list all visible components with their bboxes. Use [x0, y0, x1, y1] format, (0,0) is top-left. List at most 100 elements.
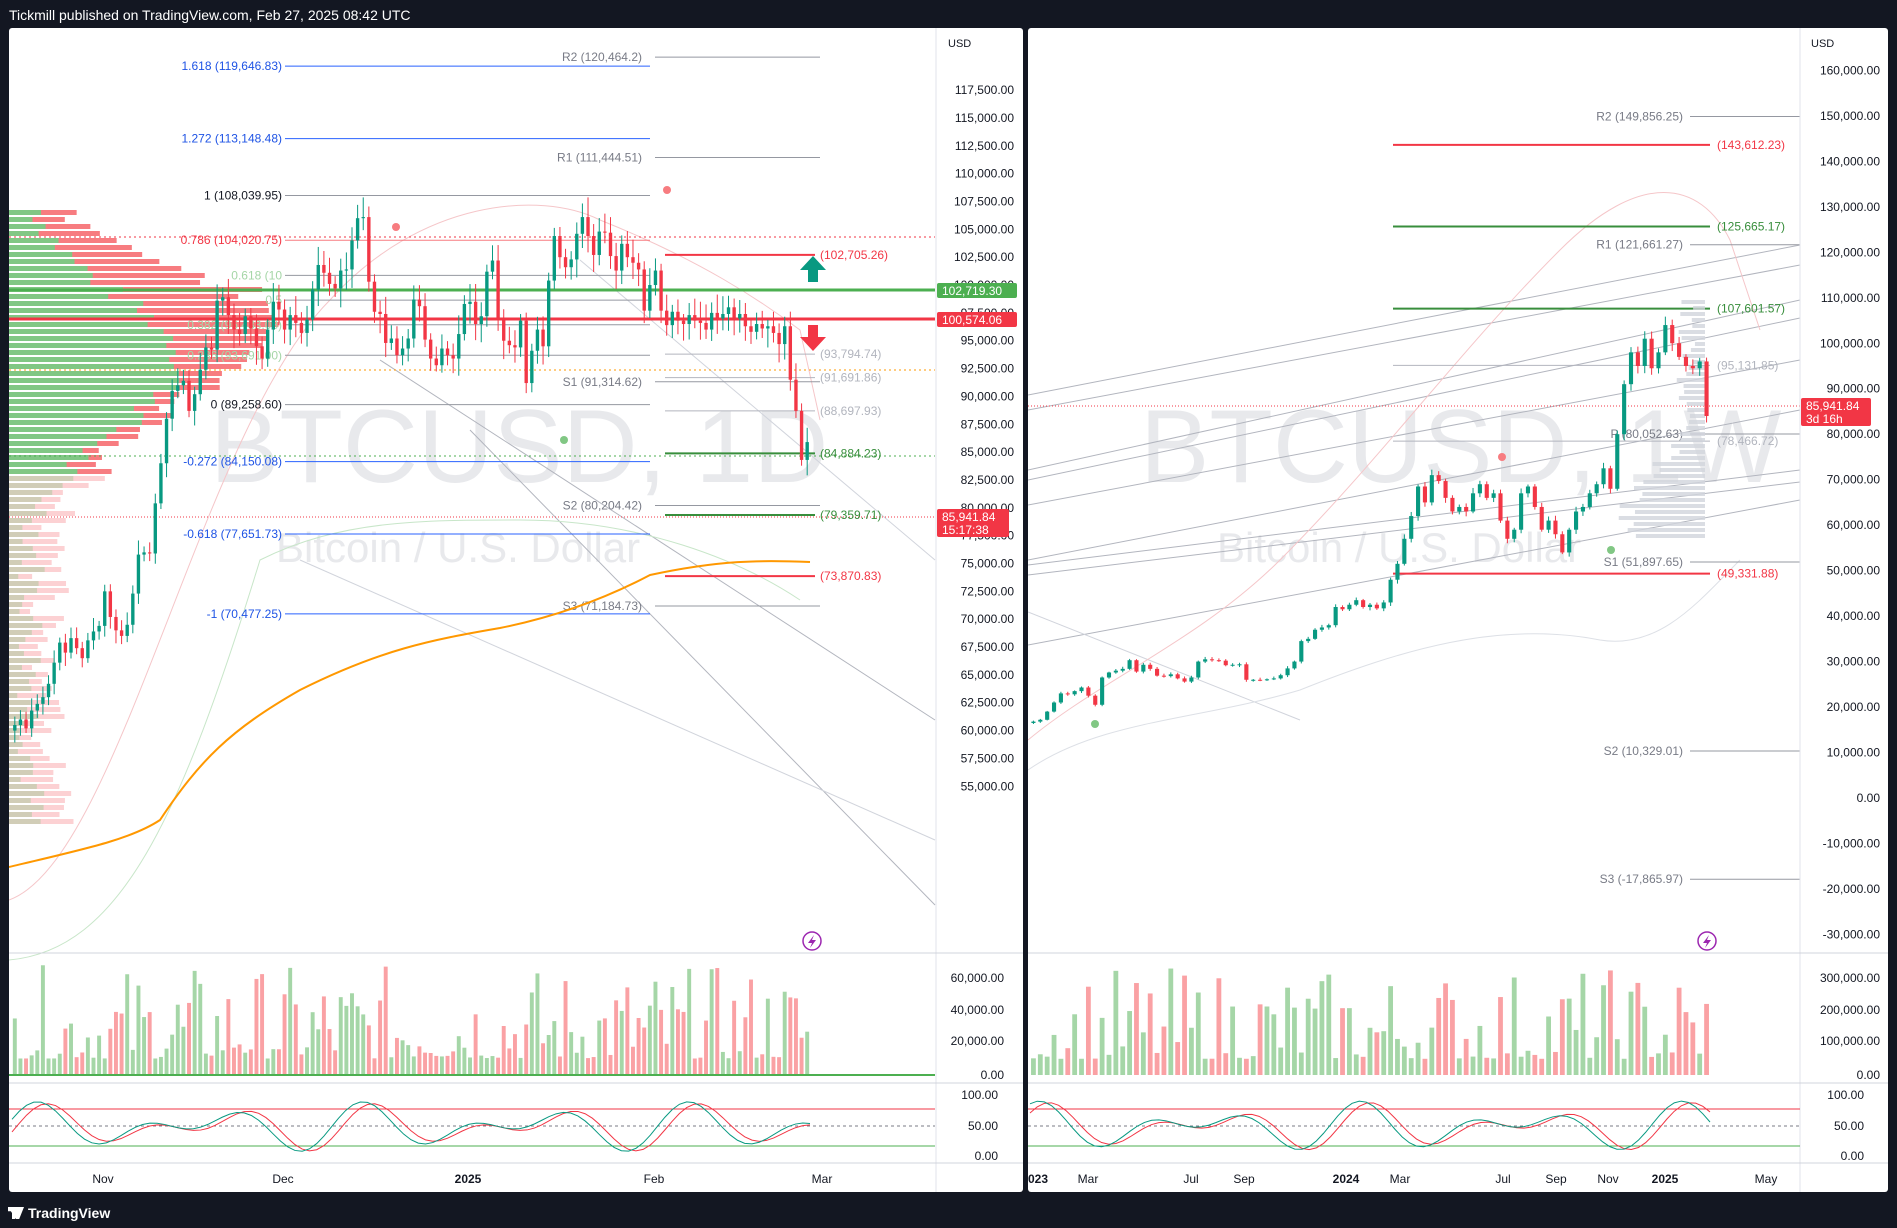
volume-profile-sell — [9, 714, 65, 719]
time-axis-label: Nov — [1597, 1172, 1618, 1186]
lightning-icon[interactable] — [1697, 931, 1717, 951]
fib-level-label: 1.618 (119,646.83) — [181, 59, 282, 73]
candle-body — [1484, 484, 1489, 498]
candle-body — [563, 257, 568, 268]
candle-body — [1574, 511, 1579, 530]
volume-bar — [1456, 1058, 1462, 1075]
currency-label: USD — [948, 38, 971, 50]
volume-bar — [1566, 998, 1572, 1075]
volume-profile-sell — [9, 217, 65, 222]
volume-profile-buy — [9, 231, 39, 236]
candle-body — [58, 642, 62, 663]
volume-bar — [799, 1037, 804, 1075]
candle-body — [451, 355, 455, 359]
left-chart-panel[interactable]: BTCUSD, 1D Bitcoin / U.S. Dollar 1.618 (11… — [9, 28, 1023, 1192]
tradingview-logo[interactable]: TradingView — [8, 1205, 110, 1221]
oscillator-fast-line — [1029, 1100, 1711, 1150]
volume-bar — [664, 1043, 669, 1075]
projection-label: (125,665.17) — [1717, 220, 1785, 234]
volume-profile-bar — [1619, 504, 1705, 508]
osc-tick: 50.00 — [968, 1119, 998, 1133]
candle-body — [462, 303, 467, 335]
volume-bar — [546, 1035, 551, 1075]
fib-level-label: 0.236 (93,691.00) — [187, 348, 282, 362]
volume-profile-sell — [9, 735, 32, 740]
volume-bar — [1271, 1014, 1277, 1075]
price-tick: 57,500.00 — [961, 751, 1015, 765]
last-price-badge-timer: 15:17:38 — [942, 523, 989, 537]
candle-body — [1182, 678, 1187, 682]
volume-profile-sell — [9, 497, 61, 502]
projection-label: (143,612.23) — [1717, 138, 1785, 152]
candle-body — [530, 350, 534, 384]
volume-profile-buy — [9, 427, 117, 432]
candle-body — [114, 616, 118, 631]
candle-body — [1608, 468, 1613, 489]
volume-profile-sell — [9, 231, 100, 236]
pivot-label: S2 (10,329.01) — [1604, 744, 1683, 758]
daily-chart-svg[interactable]: BTCUSD, 1D Bitcoin / U.S. Dollar 1.618 (11… — [9, 28, 1023, 1192]
volume-bar — [406, 1045, 411, 1075]
volume-bar — [338, 997, 343, 1075]
candle-body — [1560, 534, 1565, 553]
candle-body — [91, 631, 96, 641]
volume-bar — [1285, 987, 1290, 1075]
candle-body — [260, 346, 264, 359]
volume-profile-sell — [9, 686, 52, 691]
volume-profile-sell — [9, 609, 31, 614]
time-axis-label: 2024 — [1333, 1172, 1360, 1186]
candle-body — [221, 297, 225, 301]
volume-bar — [1463, 1038, 1469, 1075]
candle-body — [788, 326, 793, 380]
volume-profile-buy — [9, 798, 31, 803]
candle-body — [490, 260, 495, 272]
volume-bar — [1656, 1053, 1661, 1075]
red-level-badge-value: 100,574.06 — [942, 313, 1002, 327]
lightning-icon[interactable] — [802, 931, 822, 951]
right-chart-panel[interactable]: BTCUSD, 1W Bitcoin / U.S. Dollar R2 (149,8… — [1028, 28, 1888, 1192]
candle-body — [665, 310, 669, 326]
price-tick: 90,000.00 — [961, 389, 1015, 403]
volume-profile-buy — [9, 658, 41, 663]
envelope-lower — [9, 519, 801, 961]
volume-bar — [1553, 1051, 1558, 1075]
volume-bar — [187, 1002, 191, 1075]
volume-profile-bar — [1689, 414, 1705, 418]
volume-bar — [631, 1046, 635, 1075]
volume-bar — [1264, 1006, 1270, 1075]
volume-profile-sell — [9, 777, 54, 782]
volume-profile-sell — [9, 623, 56, 628]
volume-bar — [1484, 1057, 1490, 1075]
candle-body — [1683, 356, 1689, 366]
price-tick: 60,000.00 — [1827, 518, 1881, 532]
candle-body — [80, 648, 84, 659]
red-level-badge-bg — [937, 312, 1017, 327]
volume-bar — [749, 979, 753, 1075]
volume-profile-sell — [9, 476, 105, 481]
volume-bar — [1436, 997, 1442, 1075]
volume-bar — [614, 1000, 619, 1075]
volume-profile-buy — [9, 763, 34, 768]
candle-body — [693, 315, 697, 321]
candle-body — [361, 217, 365, 219]
volume-bar — [423, 1052, 428, 1075]
volume-bar — [726, 1058, 731, 1075]
last-price-badge-bg — [937, 509, 1009, 537]
volume-bar — [40, 965, 45, 1075]
time-axis-label: Sep — [1545, 1172, 1567, 1186]
volume-bar — [1491, 1058, 1497, 1075]
volume-profile-sell — [9, 308, 269, 313]
volume-profile-bar — [1692, 324, 1705, 328]
publisher-bar: Tickmill published on TradingView.com, F… — [0, 0, 1897, 28]
volume-profile-bar — [1682, 354, 1705, 358]
pivot-label: S1 (91,314.62) — [563, 375, 642, 389]
volume-profile-buy — [9, 756, 31, 761]
pivot-dot — [1607, 546, 1615, 554]
volume-bar — [468, 1057, 472, 1075]
projection-label: (73,870.83) — [820, 569, 881, 583]
candle-body — [86, 640, 90, 659]
price-tick: 75,000.00 — [961, 557, 1015, 571]
volume-bar — [1182, 975, 1187, 1075]
candle-body — [1312, 629, 1318, 639]
